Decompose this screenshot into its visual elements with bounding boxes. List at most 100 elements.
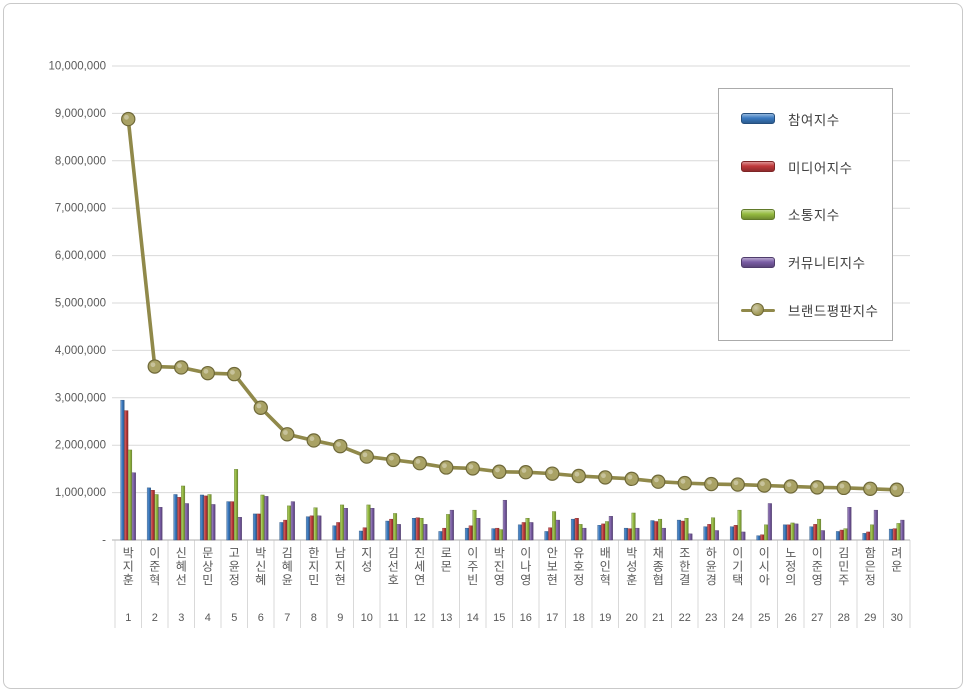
- bar: [502, 499, 507, 541]
- legend-item-label: 참여지수: [788, 112, 840, 128]
- line-marker: [227, 366, 242, 382]
- bar: [446, 514, 451, 541]
- x-axis-rank-label: 15: [493, 612, 505, 624]
- line-marker-highlight: [680, 478, 686, 484]
- y-axis-tick-label: 7,000,000: [55, 203, 106, 215]
- bar: [707, 524, 712, 541]
- legend-item-media: 미디어지수: [741, 157, 892, 177]
- bar: [555, 519, 560, 541]
- bar: [230, 501, 235, 541]
- x-axis-rank-label: 11: [388, 612, 399, 624]
- line-marker-highlight: [786, 482, 792, 488]
- line-marker-highlight: [707, 479, 712, 485]
- brand-reputation-line-swatch-icon: [741, 303, 775, 317]
- bar: [423, 524, 428, 541]
- bar: [627, 528, 632, 541]
- bar: [438, 531, 443, 541]
- bar: [767, 503, 772, 541]
- bar: [650, 520, 655, 541]
- bar: [313, 507, 318, 541]
- y-axis-tick-label: 3,000,000: [55, 392, 106, 404]
- line-marker-highlight: [309, 436, 315, 442]
- line-marker: [147, 359, 162, 374]
- bar: [900, 519, 905, 541]
- line-marker-highlight: [654, 477, 659, 483]
- participation-bar-swatch-icon: [741, 113, 775, 125]
- line-marker: [518, 465, 533, 480]
- line-marker-highlight: [548, 469, 553, 475]
- x-axis-rank-label: 17: [546, 612, 558, 624]
- bar: [782, 524, 787, 541]
- bar: [464, 527, 469, 541]
- bar: [688, 533, 693, 541]
- bar: [873, 509, 878, 541]
- bar: [120, 399, 125, 541]
- bar: [835, 531, 840, 541]
- bar: [393, 513, 398, 541]
- bar: [279, 522, 284, 541]
- bar: [389, 518, 394, 541]
- bar: [199, 494, 204, 541]
- line-marker: [598, 470, 613, 485]
- y-axis-tick-label: 5,000,000: [55, 298, 106, 310]
- bar: [317, 515, 322, 541]
- bar: [290, 501, 295, 541]
- line-marker-highlight: [442, 463, 447, 469]
- bar: [544, 531, 549, 541]
- bar: [366, 504, 371, 541]
- line-marker: [121, 111, 136, 127]
- line-marker-highlight: [468, 464, 474, 470]
- x-axis-rank-label: 23: [705, 612, 717, 624]
- line-marker-highlight: [230, 369, 235, 375]
- line-marker-highlight: [813, 483, 818, 488]
- line-marker-highlight: [892, 485, 898, 491]
- bar: [472, 509, 477, 541]
- bar: [256, 513, 261, 541]
- bar: [760, 534, 765, 541]
- legend-item-community: 커뮤니티지수: [741, 252, 892, 272]
- y-axis-tick-label: 8,000,000: [55, 155, 106, 167]
- bar: [525, 517, 530, 541]
- bar: [358, 530, 363, 541]
- x-axis-rank-label: 7: [284, 612, 290, 624]
- bar: [154, 494, 159, 541]
- x-axis-rank-label: 26: [785, 612, 797, 624]
- y-axis-zero-label: -: [102, 535, 106, 547]
- legend-item-communication: 소통지수: [741, 204, 892, 224]
- bar: [146, 487, 151, 541]
- line-marker: [836, 480, 851, 496]
- legend-item-label: 커뮤니티지수: [788, 256, 866, 272]
- line-marker-highlight: [521, 468, 527, 473]
- bar: [203, 495, 208, 541]
- bar: [888, 528, 893, 541]
- bar: [741, 531, 746, 541]
- x-axis-rank-label: 16: [520, 612, 532, 624]
- bar: [711, 517, 716, 541]
- bar: [370, 508, 375, 541]
- bar: [491, 528, 496, 541]
- bar: [601, 523, 606, 541]
- y-axis-tick-label: 1,000,000: [55, 487, 106, 499]
- bar: [654, 521, 659, 541]
- bar: [131, 472, 136, 541]
- bar: [419, 517, 424, 541]
- bar: [499, 529, 504, 541]
- x-axis-rank-label: 21: [652, 612, 664, 624]
- x-axis-rank-label: 10: [361, 612, 373, 624]
- bar: [820, 530, 825, 541]
- x-axis-rank-label: 3: [178, 612, 184, 624]
- bar: [809, 526, 814, 541]
- x-axis-rank-label: 28: [838, 612, 850, 624]
